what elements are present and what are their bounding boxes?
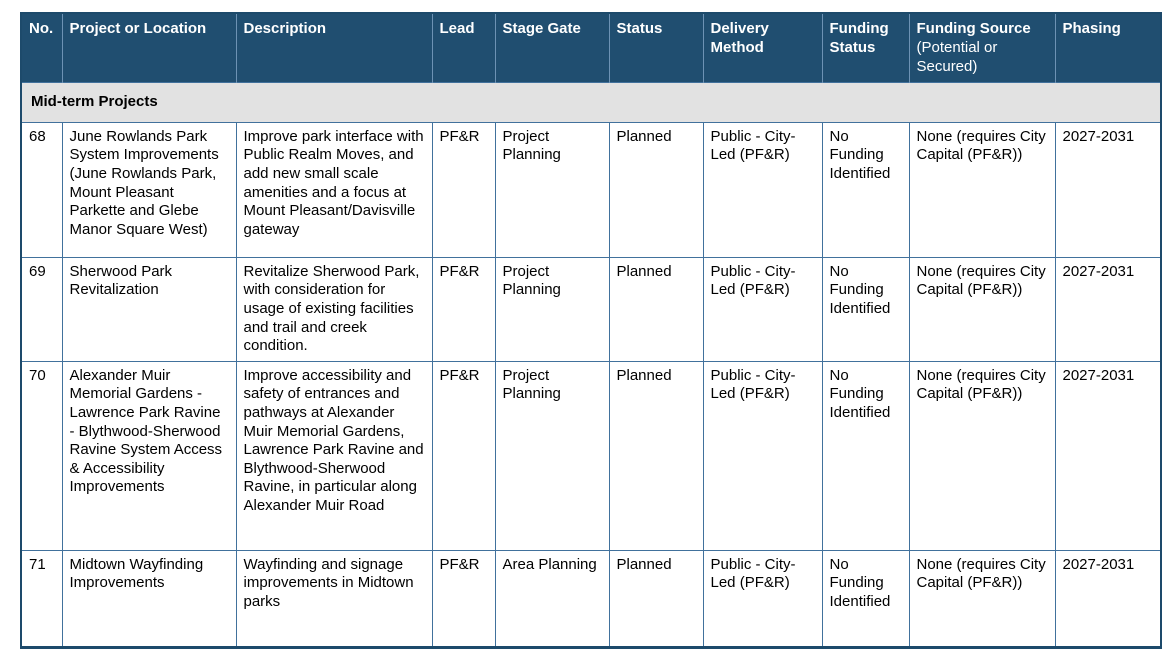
cell-delivery-method: Public - City-Led (PF&R) [702,121,823,258]
cell-lead: PF&R [431,256,496,362]
cell-lead: PF&R [431,360,496,551]
col-header-funding-source: Funding Source (Potential or Secured) [909,13,1056,83]
table-row: 68 June Rowlands Park System Improvement… [20,121,1162,258]
cell-stage-gate: Project Planning [494,121,610,258]
table-row: 71 Midtown Wayfinding Improvements Wayfi… [20,549,1162,648]
cell-delivery-method: Public - City-Led (PF&R) [702,360,823,551]
projects-table: No. Project or Location Description Lead… [20,12,1162,649]
cell-no: 71 [20,549,63,648]
cell-delivery-method: Public - City-Led (PF&R) [702,549,823,648]
col-header-lead: Lead [432,13,496,83]
cell-project: Sherwood Park Revitalization [61,256,237,362]
col-header-status: Status [609,13,704,83]
section-title: Mid-term Projects [20,82,1162,123]
section-header-row: Mid-term Projects [20,82,1162,123]
cell-lead: PF&R [431,549,496,648]
cell-description: Improve park interface with Public Realm… [235,121,433,258]
col-header-funding-status: Funding Status [822,13,910,83]
col-header-delivery-method: Delivery Method [703,13,823,83]
table-row: 69 Sherwood Park Revitalization Revitali… [20,256,1162,362]
cell-funding-status: No Funding Identified [821,360,910,551]
col-header-stage-gate: Stage Gate [495,13,610,83]
cell-status: Planned [608,360,704,551]
funding-source-sublabel: (Potential or Secured) [916,38,998,75]
cell-project: Alexander Muir Memorial Gardens - Lawren… [61,360,237,551]
cell-phasing: 2027-2031 [1054,549,1162,648]
cell-no: 69 [20,256,63,362]
table-header-row: No. Project or Location Description Lead… [21,13,1161,83]
funding-source-label: Funding Source [916,20,1031,37]
col-header-phasing: Phasing [1055,13,1161,83]
cell-phasing: 2027-2031 [1054,121,1162,258]
cell-funding-source: None (requires City Capital (PF&R)) [908,360,1056,551]
cell-funding-source: None (requires City Capital (PF&R)) [908,549,1056,648]
cell-funding-status: No Funding Identified [821,549,910,648]
cell-status: Planned [608,256,704,362]
table-row: 70 Alexander Muir Memorial Gardens - Law… [20,360,1162,551]
cell-funding-source: None (requires City Capital (PF&R)) [908,256,1056,362]
cell-project: June Rowlands Park System Improvements (… [61,121,237,258]
col-header-project-or-location: Project or Location [62,13,237,83]
cell-no: 70 [20,360,63,551]
cell-stage-gate: Project Planning [494,256,610,362]
col-header-description: Description [236,13,433,83]
cell-stage-gate: Project Planning [494,360,610,551]
cell-project: Midtown Wayfinding Improvements [61,549,237,648]
cell-stage-gate: Area Planning [494,549,610,648]
col-header-no: No. [21,13,63,83]
cell-delivery-method: Public - City-Led (PF&R) [702,256,823,362]
cell-description: Revitalize Sherwood Park, with considera… [235,256,433,362]
cell-description: Wayfinding and signage improvements in M… [235,549,433,648]
cell-lead: PF&R [431,121,496,258]
cell-funding-source: None (requires City Capital (PF&R)) [908,121,1056,258]
cell-status: Planned [608,549,704,648]
cell-phasing: 2027-2031 [1054,256,1162,362]
cell-funding-status: No Funding Identified [821,121,910,258]
cell-no: 68 [20,121,63,258]
cell-description: Improve accessibility and safety of entr… [235,360,433,551]
cell-status: Planned [608,121,704,258]
cell-phasing: 2027-2031 [1054,360,1162,551]
cell-funding-status: No Funding Identified [821,256,910,362]
